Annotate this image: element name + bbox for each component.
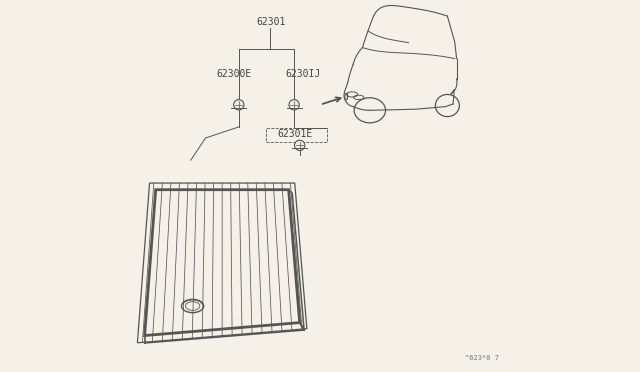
Circle shape [289,100,300,110]
Text: 6230IJ: 6230IJ [285,69,321,79]
Text: ^623*0 7: ^623*0 7 [465,355,499,361]
Text: 62300E: 62300E [217,69,252,79]
Bar [266,128,328,142]
Text: 62301E: 62301E [278,129,313,139]
Polygon shape [289,190,304,330]
Circle shape [294,140,305,151]
Text: 62301: 62301 [257,17,286,27]
Circle shape [234,100,244,110]
